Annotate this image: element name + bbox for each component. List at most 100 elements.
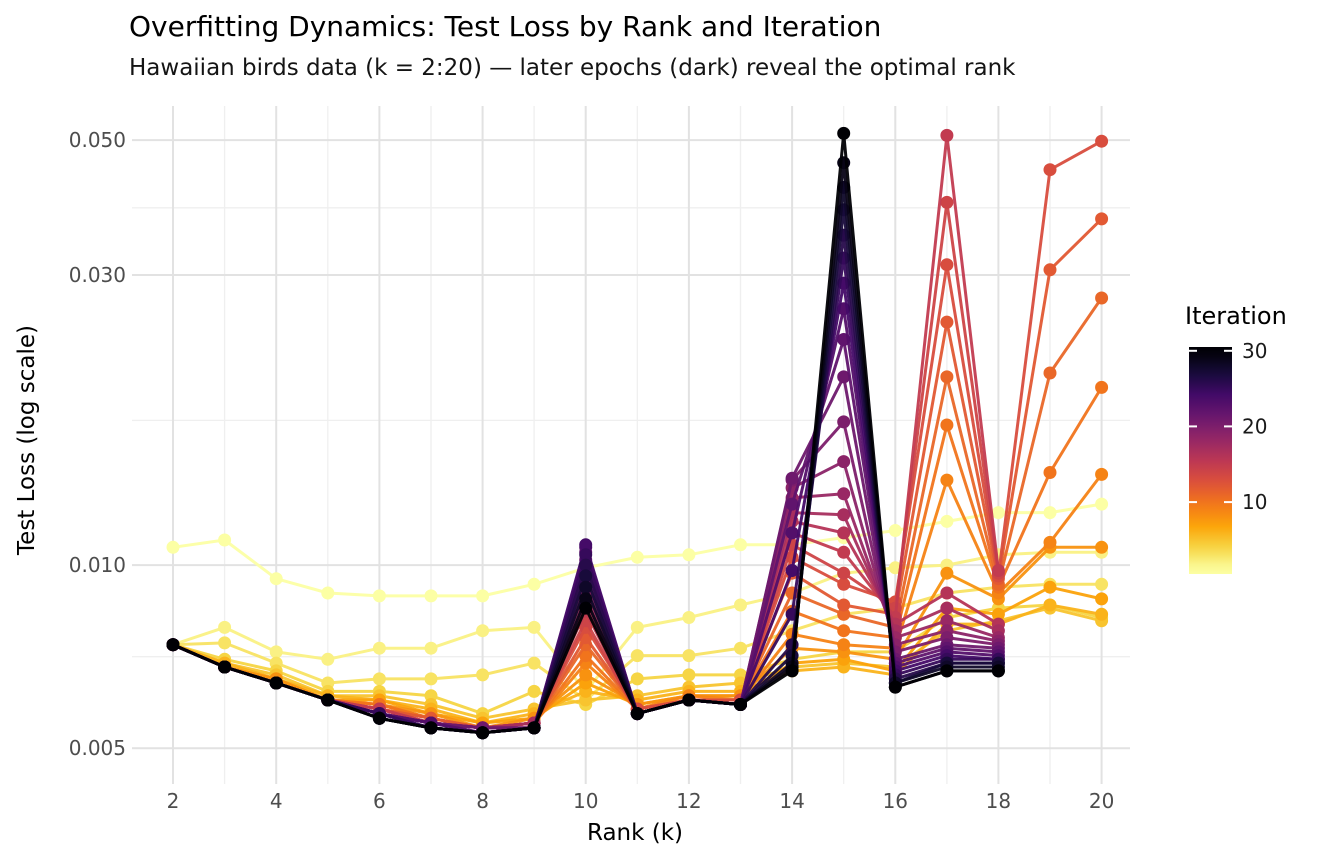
x-tick-label: 14 — [779, 789, 804, 813]
data-point — [269, 676, 283, 690]
data-point — [940, 473, 954, 487]
data-point — [682, 611, 696, 624]
data-point — [940, 601, 954, 615]
data-point — [579, 538, 593, 552]
data-point — [940, 315, 954, 329]
data-point — [837, 545, 851, 559]
data-point — [579, 548, 593, 562]
data-point — [837, 598, 851, 612]
data-point — [579, 580, 593, 594]
data-point — [527, 721, 541, 735]
data-point — [1095, 607, 1109, 621]
data-point — [734, 538, 747, 552]
data-point — [372, 711, 386, 725]
data-point — [1095, 212, 1109, 226]
series-layer — [166, 126, 1109, 740]
data-point — [785, 497, 799, 511]
colorbar — [1189, 347, 1232, 574]
data-point — [1043, 580, 1057, 594]
data-point — [940, 614, 954, 628]
series-iteration-30 — [166, 126, 1005, 740]
data-point — [785, 526, 799, 540]
y-tick-label: 0.010 — [69, 553, 126, 577]
data-point — [940, 195, 954, 209]
data-point — [734, 698, 747, 711]
data-point — [940, 258, 954, 272]
x-tick-label: 8 — [476, 789, 489, 813]
x-tick-label: 20 — [1089, 789, 1114, 813]
data-point — [218, 620, 232, 634]
data-point — [527, 577, 541, 591]
data-point — [1095, 291, 1109, 305]
data-point — [372, 641, 386, 655]
data-point — [940, 128, 954, 142]
data-point — [940, 664, 954, 678]
data-point — [476, 589, 490, 603]
data-point — [630, 620, 644, 634]
data-point — [991, 607, 1005, 621]
legend-title: Iteration — [1185, 302, 1287, 330]
data-point — [218, 636, 232, 650]
data-point — [1043, 163, 1057, 177]
data-point — [837, 508, 851, 522]
data-point — [837, 526, 851, 540]
data-point — [1095, 380, 1109, 394]
series-iteration-2 — [166, 545, 1109, 698]
data-point — [630, 672, 644, 686]
data-point — [1095, 540, 1109, 554]
x-tick-label: 18 — [986, 789, 1011, 813]
data-point — [837, 607, 851, 621]
data-point — [1043, 598, 1057, 612]
data-point — [837, 638, 851, 652]
data-point — [837, 415, 851, 429]
data-point — [1095, 497, 1109, 511]
data-point — [166, 638, 180, 652]
data-point — [579, 569, 593, 583]
axis-labels: 0.005 0.010 0.030 0.050 2 4 6 8 10 12 14 16 18 20 — [69, 128, 1115, 813]
x-tick-label: 4 — [270, 789, 283, 813]
data-point — [218, 660, 232, 674]
data-point — [527, 620, 541, 634]
data-point — [682, 649, 696, 663]
data-point — [424, 641, 438, 655]
data-point — [579, 668, 593, 682]
data-point — [837, 126, 851, 140]
data-point — [1043, 466, 1057, 479]
data-point — [837, 577, 851, 591]
data-point — [940, 586, 954, 600]
data-point — [734, 598, 747, 612]
data-point — [991, 664, 1005, 678]
data-point — [991, 564, 1005, 577]
data-point — [579, 558, 593, 572]
data-point — [837, 624, 851, 638]
data-point — [837, 370, 851, 384]
data-point — [579, 601, 593, 615]
data-point — [1043, 506, 1057, 520]
data-point — [940, 370, 954, 384]
chart-title: Overfitting Dynamics: Test Loss by Rank … — [129, 10, 882, 43]
y-tick-label: 0.050 — [69, 128, 126, 152]
data-point — [1043, 263, 1057, 277]
legend-tick-label: 20 — [1242, 414, 1267, 438]
data-point — [682, 668, 696, 682]
x-tick-label: 6 — [373, 789, 386, 813]
chart-subtitle: Hawaiian birds data (k = 2:20) — later e… — [129, 55, 1016, 81]
data-point — [424, 721, 438, 735]
data-point — [991, 506, 1005, 520]
x-tick-label: 16 — [883, 789, 908, 813]
data-point — [476, 668, 490, 682]
data-point — [321, 586, 335, 600]
y-tick-label: 0.030 — [69, 263, 126, 287]
y-axis-title: Test Loss (log scale) — [14, 325, 40, 555]
x-tick-label: 12 — [676, 789, 701, 813]
data-point — [424, 672, 438, 686]
data-point — [785, 564, 799, 577]
legend-tick-label: 10 — [1242, 490, 1267, 514]
data-point — [579, 592, 593, 606]
data-point — [1095, 467, 1109, 481]
data-point — [630, 707, 644, 721]
data-point — [1095, 592, 1109, 606]
data-point — [1095, 577, 1109, 591]
